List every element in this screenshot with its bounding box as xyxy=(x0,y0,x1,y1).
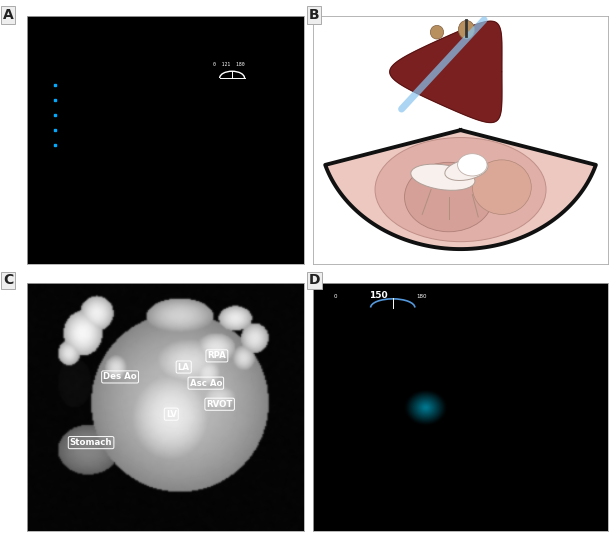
Text: 150: 150 xyxy=(369,291,388,300)
Polygon shape xyxy=(390,21,502,123)
Text: D: D xyxy=(309,273,320,287)
Text: Des Ao: Des Ao xyxy=(103,373,137,382)
Text: Stomach: Stomach xyxy=(70,438,112,447)
Ellipse shape xyxy=(472,160,532,214)
Text: RPA: RPA xyxy=(208,352,226,360)
Ellipse shape xyxy=(458,154,487,176)
Ellipse shape xyxy=(430,25,444,39)
Text: LA: LA xyxy=(178,362,189,371)
Text: A: A xyxy=(3,8,14,22)
Ellipse shape xyxy=(458,20,475,39)
Ellipse shape xyxy=(375,138,546,242)
Polygon shape xyxy=(325,130,596,249)
Text: Asc Ao: Asc Ao xyxy=(189,378,222,388)
Text: B: B xyxy=(309,8,319,22)
Text: C: C xyxy=(3,273,13,287)
Text: 0: 0 xyxy=(334,294,337,299)
Ellipse shape xyxy=(404,162,493,232)
Text: LV: LV xyxy=(166,410,177,419)
Ellipse shape xyxy=(411,164,475,190)
Ellipse shape xyxy=(445,159,488,181)
Text: 180: 180 xyxy=(416,294,427,299)
Text: 0  121  180: 0 121 180 xyxy=(213,62,244,66)
Text: RVOT: RVOT xyxy=(207,400,233,409)
